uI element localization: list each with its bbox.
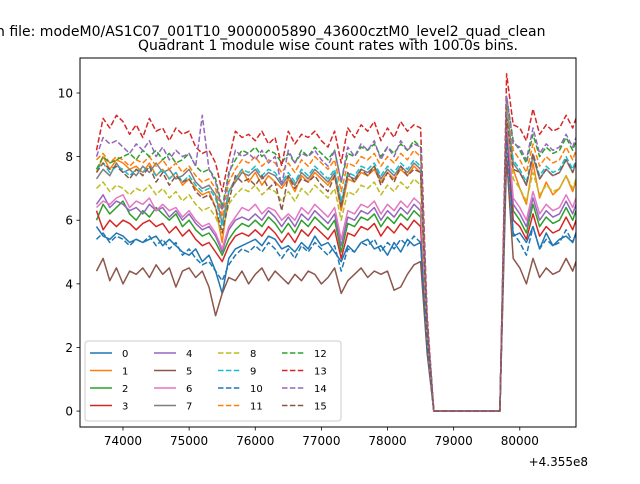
legend-label: 8: [250, 349, 256, 360]
legend-label: 5: [186, 367, 192, 378]
legend-label: 11: [250, 402, 263, 413]
y-tick-label: 2: [65, 341, 73, 355]
y-tick-label: 10: [58, 86, 73, 100]
x-tick-label: 80000: [501, 434, 539, 448]
legend-label: 1: [122, 367, 128, 378]
legend-label: 3: [122, 402, 128, 413]
legend-label: 4: [186, 349, 192, 360]
y-tick-label: 8: [65, 150, 73, 164]
x-offset-label: +4.355e8: [529, 455, 588, 469]
legend-label: 7: [186, 402, 192, 413]
x-tick-label: 79000: [435, 434, 473, 448]
x-tick-label: 74000: [104, 434, 142, 448]
x-tick-label: 75000: [170, 434, 208, 448]
y-tick-label: 4: [65, 277, 73, 291]
chart-title: Quadrant 1 module wise count rates with …: [138, 38, 518, 54]
x-tick-label: 77000: [302, 434, 340, 448]
legend-label: 15: [314, 402, 327, 413]
legend-label: 2: [122, 384, 128, 395]
x-tick-label: 76000: [236, 434, 274, 448]
legend-label: 9: [250, 367, 256, 378]
y-tick-label: 6: [65, 214, 73, 228]
legend-label: 0: [122, 349, 128, 360]
legend-label: 6: [186, 384, 192, 395]
legend-label: 12: [314, 349, 327, 360]
legend-label: 14: [314, 384, 327, 395]
legend-label: 13: [314, 367, 327, 378]
y-tick-label: 0: [65, 405, 73, 419]
x-tick-label: 78000: [368, 434, 406, 448]
legend-label: 10: [250, 384, 263, 395]
